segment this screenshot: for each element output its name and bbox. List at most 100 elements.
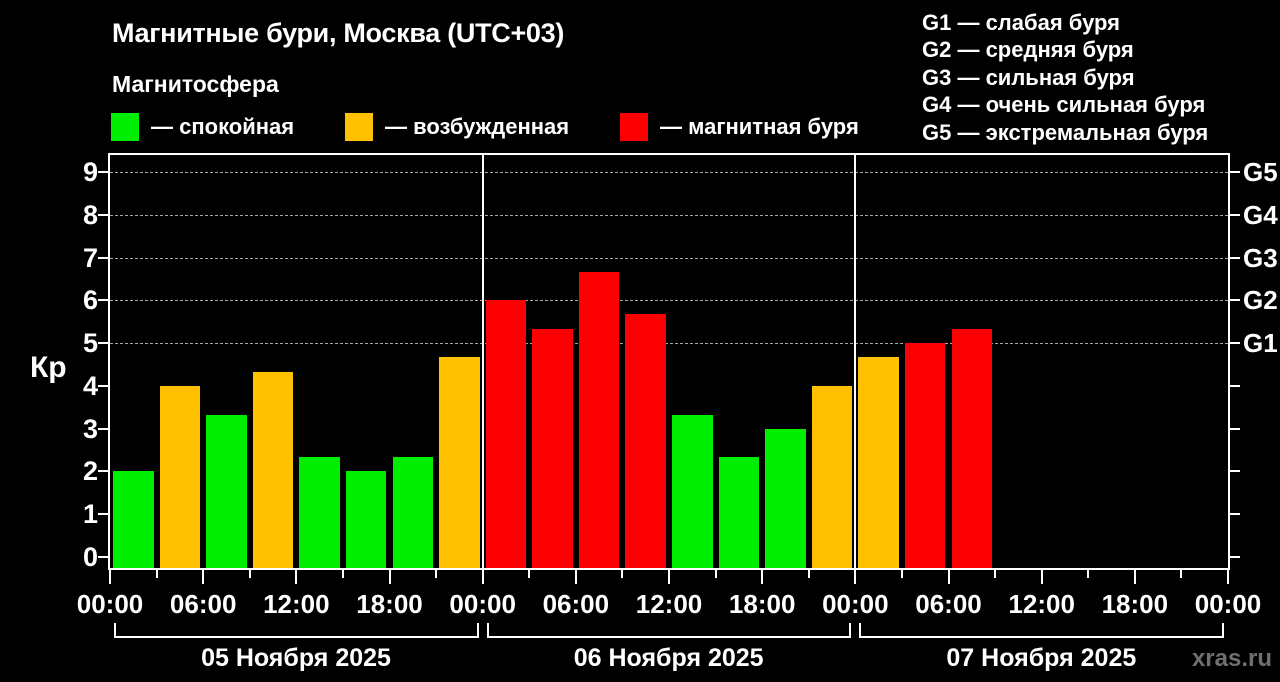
- plot-area: [110, 155, 1228, 568]
- y-axis-label: 8: [82, 199, 98, 230]
- storm-swatch-icon: [620, 113, 648, 141]
- x-axis-time-label: 18:00: [356, 589, 423, 619]
- x-axis-tick: [1227, 570, 1229, 584]
- storm-scale-g1: G1 — слабая буря: [922, 10, 1121, 35]
- x-axis-time-label: 00:00: [76, 589, 144, 619]
- x-axis-time-label: 12:00: [263, 589, 330, 619]
- kp-bar: [765, 428, 806, 568]
- y-axis-label: 6: [82, 285, 98, 316]
- right-axis-tick: [1230, 556, 1240, 558]
- kp-bar: [718, 457, 760, 568]
- x-axis-tick: [1180, 570, 1183, 578]
- x-axis-tick: [295, 570, 298, 584]
- x-axis-time-label: 06:00: [169, 589, 237, 619]
- y-axis-tick: [98, 427, 108, 430]
- right-axis-tick: [1230, 170, 1240, 173]
- kp-bar: [252, 371, 294, 568]
- x-axis-tick: [481, 570, 484, 584]
- y-axis-label: 1: [82, 499, 98, 530]
- y-axis-tick: [98, 299, 108, 302]
- x-axis-tick: [1133, 570, 1136, 584]
- x-axis-time-label: 18:00: [728, 589, 796, 619]
- y-axis-label: 9: [82, 156, 98, 187]
- kp-bar: [532, 328, 573, 568]
- gridline-kp8: [110, 214, 1228, 216]
- storm-scale-g4: G4 — очень сильная буря: [922, 92, 1206, 118]
- day-separator: [481, 155, 484, 568]
- x-axis-tick: [435, 570, 438, 578]
- x-axis-tick: [388, 570, 391, 584]
- right-axis-tick: [1230, 213, 1240, 216]
- quiet-swatch-icon: [111, 113, 139, 141]
- unsettled-swatch-icon: [345, 113, 373, 141]
- right-axis-g-label: G5: [1243, 156, 1278, 187]
- y-axis-label: 4: [82, 370, 98, 401]
- x-axis-tick: [1087, 570, 1090, 578]
- x-axis-tick: [947, 570, 950, 584]
- y-axis-label: 0: [82, 542, 98, 572]
- y-axis-tick: [98, 470, 108, 473]
- storm-scale-g2: G2 — средняя буря: [922, 37, 1134, 63]
- gridline-kp9: [110, 171, 1228, 173]
- right-axis-g-label: G2: [1243, 285, 1278, 316]
- y-axis-label: 7: [82, 242, 98, 273]
- storm-scale-g3: G3 — сильная буря: [922, 64, 1135, 90]
- day-bracket: [114, 623, 479, 638]
- legend-label-storm: — магнитная буря: [660, 114, 859, 139]
- right-axis-g-label: G1: [1243, 328, 1278, 359]
- kp-bar: [439, 357, 480, 568]
- x-axis-time-label: 06:00: [542, 589, 610, 619]
- y-axis-tick: [98, 256, 108, 259]
- x-axis-tick: [574, 570, 577, 584]
- x-axis-tick: [341, 570, 344, 578]
- right-axis-tick: [1230, 342, 1240, 345]
- kp-bar: [206, 414, 247, 568]
- x-axis-time-label: 00:00: [822, 589, 889, 619]
- right-axis-g-label: G4: [1243, 199, 1278, 230]
- legend-item-quiet: — спокойная: [111, 113, 294, 141]
- x-axis-tick: [248, 570, 251, 578]
- y-axis-tick: [98, 384, 108, 387]
- legend-label-unsettled: — возбужденная: [385, 114, 570, 139]
- page-title: Магнитные бури, Москва (UTC+03): [112, 18, 565, 48]
- kp-bar: [113, 471, 154, 568]
- legend-item-storm: — магнитная буря: [620, 113, 859, 141]
- x-axis-time-label: 00:00: [449, 589, 516, 619]
- date-label: 07 Ноября 2025: [946, 644, 1137, 672]
- kp-bar: [625, 314, 666, 568]
- watermark: xras.ru: [1191, 645, 1272, 672]
- kp-bar: [858, 357, 899, 568]
- kp-bar: [811, 385, 853, 568]
- x-axis-tick: [668, 570, 670, 584]
- legend-label-quiet: — спокойная: [151, 114, 295, 139]
- x-axis-tick: [994, 570, 997, 578]
- kp-bar: [485, 300, 527, 568]
- y-axis-label: 3: [82, 413, 98, 444]
- right-axis-g-label: G3: [1243, 242, 1278, 273]
- y-axis-tick: [98, 513, 108, 516]
- right-axis-tick: [1230, 256, 1240, 259]
- x-axis-tick: [807, 570, 810, 578]
- right-axis-tick: [1230, 427, 1240, 430]
- kp-bar: [159, 385, 201, 568]
- y-axis-title: Кр: [30, 351, 67, 384]
- y-axis-tick: [98, 556, 108, 558]
- day-separator: [854, 155, 857, 568]
- right-axis-tick: [1230, 470, 1240, 473]
- y-axis-tick: [98, 213, 108, 216]
- kp-bar: [392, 457, 434, 568]
- x-axis-tick: [900, 570, 903, 578]
- day-bracket: [859, 623, 1224, 638]
- date-label: 05 Ноября 2025: [201, 644, 391, 672]
- x-axis-tick: [761, 570, 764, 584]
- x-axis-tick: [155, 570, 158, 578]
- kp-bar: [578, 271, 620, 568]
- right-axis-tick: [1230, 299, 1240, 302]
- right-axis-tick: [1230, 513, 1240, 516]
- kp-bar: [672, 414, 713, 568]
- gridline-kp6: [110, 300, 1228, 302]
- legend-item-unsettled: — возбужденная: [345, 113, 569, 141]
- y-axis-label: 2: [82, 456, 98, 487]
- x-axis-time-label: 12:00: [1008, 589, 1075, 619]
- x-axis-tick: [1040, 570, 1043, 584]
